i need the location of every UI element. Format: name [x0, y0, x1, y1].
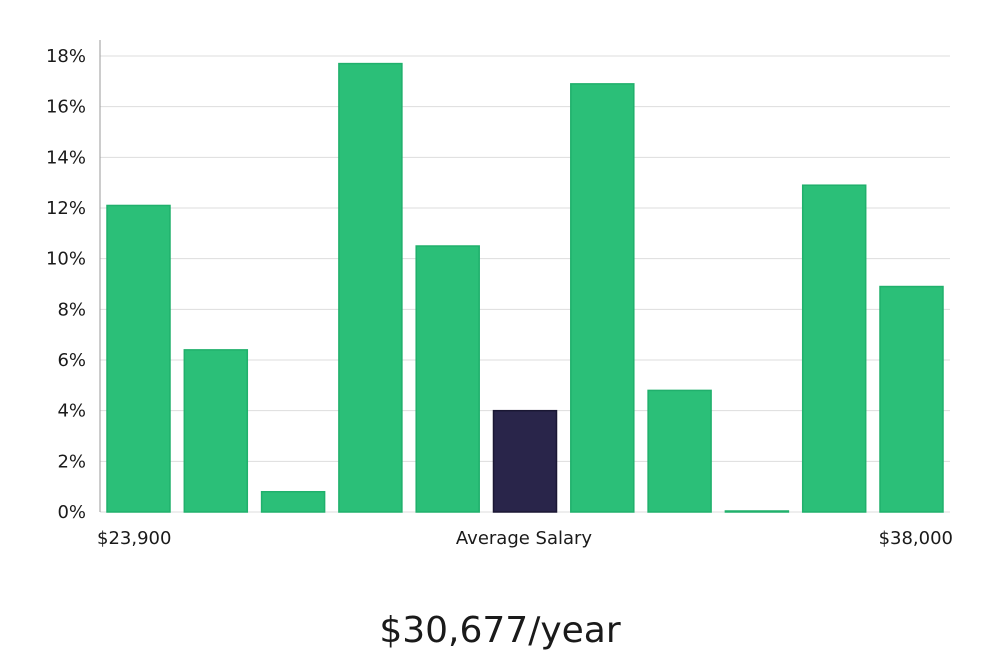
bar	[338, 62, 403, 513]
bar	[879, 285, 944, 513]
bar	[801, 184, 867, 513]
y-tick-label: 6%	[57, 350, 86, 371]
y-tick-label: 0%	[57, 502, 86, 523]
average-salary-value: $30,677/year	[379, 610, 621, 651]
bar	[570, 83, 635, 513]
y-tick-label: 10%	[46, 249, 86, 270]
y-tick-label: 12%	[46, 198, 86, 219]
y-tick-label: 14%	[46, 147, 86, 168]
bar	[183, 349, 249, 513]
bar	[724, 510, 790, 513]
bar	[260, 490, 326, 513]
y-tick-label: 16%	[46, 97, 86, 118]
y-axis-ticks: 0% 2% 4% 6% 8% 10% 12% 14% 16% 18%	[46, 46, 86, 523]
salary-histogram: 0% 2% 4% 6% 8% 10% 12% 14% 16% 18%	[46, 40, 950, 523]
bar	[415, 245, 480, 513]
bar	[647, 389, 712, 513]
y-tick-label: 8%	[57, 299, 86, 320]
y-tick-label: 4%	[57, 401, 86, 422]
x-axis-max-label: $38,000	[878, 528, 953, 549]
x-axis-title: Average Salary	[455, 528, 593, 549]
y-tick-label: 18%	[46, 46, 86, 67]
bar-highlighted	[492, 409, 558, 513]
y-tick-label: 2%	[57, 451, 86, 472]
x-axis-min-label: $23,900	[97, 528, 172, 549]
bar	[106, 204, 171, 513]
bars	[106, 62, 944, 513]
